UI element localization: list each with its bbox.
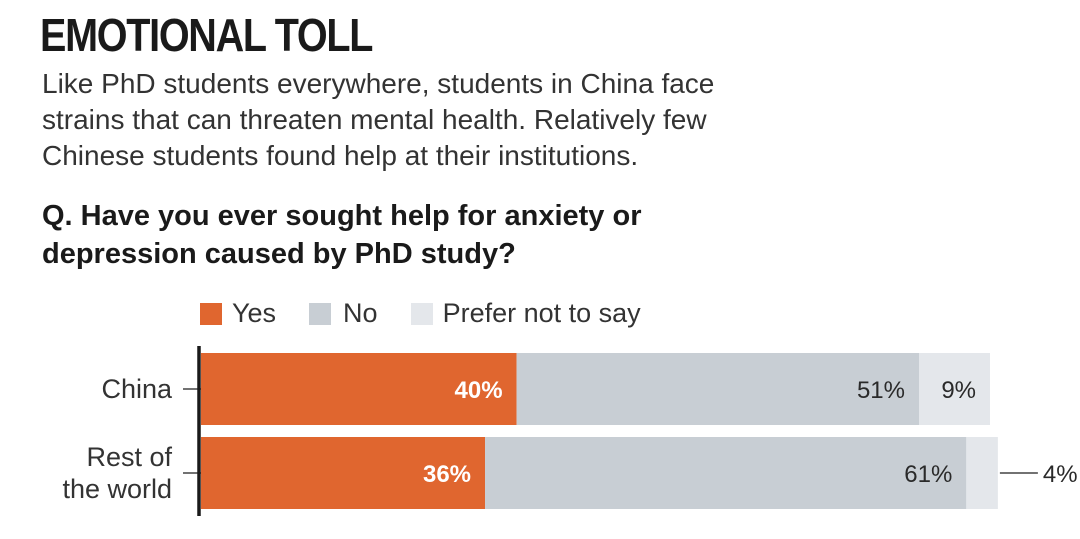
legend-label-no: No <box>343 298 378 328</box>
legend-label-yes: Yes <box>232 298 277 328</box>
data-label: 36% <box>423 461 471 488</box>
bar-segment <box>918 353 990 425</box>
data-label: 61% <box>904 461 952 488</box>
bar-segment <box>966 437 998 509</box>
bar-segment <box>516 353 919 425</box>
category-label: Rest of the world <box>62 442 172 504</box>
bar-segment <box>485 437 967 509</box>
legend-swatch-yes <box>200 302 222 325</box>
survey-question: Q. Have you ever sought help for anxiety… <box>42 200 642 270</box>
legend-label-prefer: Prefer not to say <box>442 298 641 328</box>
legend-item-prefer: Prefer not to say <box>410 298 641 329</box>
data-label: 51% <box>857 377 905 404</box>
legend-swatch-no <box>309 302 332 325</box>
category-label: China <box>101 374 173 404</box>
chart-title: EMOTIONAL TOLL <box>40 9 373 61</box>
chart-subtitle: Like PhD students everywhere, students i… <box>42 68 715 171</box>
legend-swatch-prefer <box>410 302 433 325</box>
bar-segment <box>201 437 486 509</box>
legend: Yes No Prefer not to say <box>200 298 674 329</box>
data-label: 9% <box>941 377 976 404</box>
data-label: 4% <box>1043 461 1078 488</box>
data-label: 40% <box>455 377 503 404</box>
bar-segment <box>201 353 517 425</box>
legend-item-no: No <box>309 298 378 329</box>
legend-item-yes: Yes <box>200 298 276 329</box>
